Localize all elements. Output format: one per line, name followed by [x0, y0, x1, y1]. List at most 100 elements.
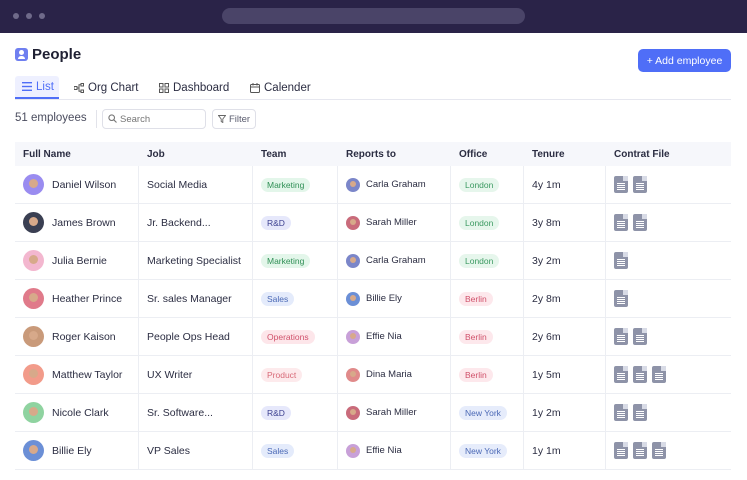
- document-icon[interactable]: [614, 328, 628, 345]
- tab-calender[interactable]: Calender: [243, 76, 318, 99]
- filter-label: Filter: [228, 113, 251, 125]
- name-cell: Daniel Wilson: [15, 166, 139, 203]
- office-badge: London: [459, 177, 500, 192]
- team-badge: R&D: [261, 215, 291, 230]
- avatar: [346, 405, 360, 420]
- tenure-value: 1y 1m: [532, 444, 561, 457]
- tenure-cell: 3y 8m: [524, 204, 606, 241]
- office-cell: London: [451, 166, 524, 203]
- column-header-job[interactable]: Job: [147, 148, 165, 160]
- table-row[interactable]: Roger Kaison People Ops Head Operations Eff…: [15, 318, 731, 356]
- table-row[interactable]: James Brown Jr. Backend... R&D Sarah Miller…: [15, 204, 731, 242]
- tab-list[interactable]: List: [15, 76, 59, 99]
- column-header-full-name[interactable]: Full Name: [23, 148, 71, 160]
- manager-name[interactable]: Effie Nia: [366, 331, 402, 342]
- employee-name[interactable]: Nicole Clark: [52, 406, 109, 419]
- tenure-cell: 1y 2m: [524, 394, 606, 431]
- table-row[interactable]: Nicole Clark Sr. Software... R&D Sarah Mill…: [15, 394, 731, 432]
- job-cell: Sr. Software...: [139, 394, 253, 431]
- reports-to-cell: Carla Graham: [338, 242, 451, 279]
- team-badge: Marketing: [261, 253, 311, 268]
- avatar: [346, 443, 360, 458]
- tenure-cell: 1y 1m: [524, 432, 606, 469]
- document-icon[interactable]: [633, 176, 647, 193]
- team-badge: Product: [261, 367, 303, 382]
- office-badge: New York: [459, 443, 507, 458]
- manager-name[interactable]: Effie Nia: [366, 445, 402, 456]
- office-badge: New York: [459, 405, 507, 420]
- name-cell: Heather Prince: [15, 280, 139, 317]
- table-row[interactable]: Julia Bernie Marketing Specialist Marketin…: [15, 242, 731, 280]
- reports-to-cell: Carla Graham: [338, 166, 451, 203]
- document-icon[interactable]: [614, 176, 628, 193]
- document-icon[interactable]: [633, 214, 647, 231]
- document-icon[interactable]: [652, 442, 666, 459]
- tenure-cell: 2y 8m: [524, 280, 606, 317]
- column-header-office[interactable]: Office: [459, 148, 488, 160]
- contract-file-cell: [606, 242, 731, 279]
- manager-name[interactable]: Dina Maria: [366, 369, 412, 380]
- employee-name[interactable]: Heather Prince: [52, 292, 123, 305]
- tenure-value: 3y 8m: [532, 216, 561, 229]
- manager-name[interactable]: Carla Graham: [366, 255, 426, 266]
- name-cell: Nicole Clark: [15, 394, 139, 431]
- document-icon[interactable]: [633, 366, 647, 383]
- employee-name[interactable]: Roger Kaison: [52, 330, 116, 343]
- contract-file-cell: [606, 394, 731, 431]
- address-bar[interactable]: [222, 8, 525, 24]
- contract-file-cell: [606, 318, 731, 355]
- office-badge: London: [459, 215, 500, 230]
- document-icon[interactable]: [614, 252, 628, 269]
- column-header-contract-file[interactable]: Contrat File: [614, 148, 670, 160]
- table-row[interactable]: Matthew Taylor UX Writer Product Dina Maria…: [15, 356, 731, 394]
- search-icon: [108, 110, 117, 128]
- employee-name[interactable]: James Brown: [52, 216, 116, 229]
- manager-name[interactable]: Billie Ely: [366, 293, 402, 304]
- team-badge: Operations: [261, 329, 315, 344]
- employee-name[interactable]: Billie Ely: [52, 444, 92, 457]
- contract-file-cell: [606, 280, 731, 317]
- employee-name[interactable]: Julia Bernie: [52, 254, 107, 267]
- document-icon[interactable]: [614, 290, 628, 307]
- job-cell: Social Media: [139, 166, 253, 203]
- manager-name[interactable]: Carla Graham: [366, 179, 426, 190]
- document-icon[interactable]: [614, 442, 628, 459]
- document-icon[interactable]: [633, 404, 647, 421]
- avatar: [23, 250, 44, 271]
- employee-name[interactable]: Matthew Taylor: [52, 368, 123, 381]
- window-dot-icon[interactable]: [39, 13, 45, 19]
- employee-name[interactable]: Daniel Wilson: [52, 178, 117, 191]
- table-row[interactable]: Heather Prince Sr. sales Manager Sales Bill…: [15, 280, 731, 318]
- team-badge: Marketing: [261, 177, 311, 192]
- name-cell: Matthew Taylor: [15, 356, 139, 393]
- table-row[interactable]: Billie Ely VP Sales Sales Effie Nia New York…: [15, 432, 731, 470]
- view-tabs: List Org Chart Dashboard Calender: [15, 76, 731, 100]
- job-cell: Marketing Specialist: [139, 242, 253, 279]
- document-icon[interactable]: [633, 442, 647, 459]
- document-icon[interactable]: [633, 328, 647, 345]
- filter-icon: [217, 115, 226, 123]
- avatar: [23, 174, 44, 195]
- column-header-team[interactable]: Team: [261, 148, 287, 160]
- search-input[interactable]: [120, 113, 200, 125]
- people-icon: [15, 48, 28, 61]
- document-icon[interactable]: [614, 366, 628, 383]
- search-box[interactable]: [102, 109, 206, 129]
- column-header-reports-to[interactable]: Reports to: [346, 148, 396, 160]
- office-cell: London: [451, 204, 524, 241]
- add-employee-button[interactable]: + Add employee: [638, 49, 731, 72]
- tab-org-chart[interactable]: Org Chart: [67, 76, 146, 99]
- tab-dashboard[interactable]: Dashboard: [152, 76, 236, 99]
- avatar: [23, 326, 44, 347]
- office-badge: Berlin: [459, 367, 493, 382]
- document-icon[interactable]: [614, 404, 628, 421]
- document-icon[interactable]: [614, 214, 628, 231]
- window-dot-icon[interactable]: [13, 13, 19, 19]
- manager-name[interactable]: Sarah Miller: [366, 407, 417, 418]
- column-header-tenure[interactable]: Tenure: [532, 148, 565, 160]
- document-icon[interactable]: [652, 366, 666, 383]
- manager-name[interactable]: Sarah Miller: [366, 217, 417, 228]
- table-row[interactable]: Daniel Wilson Social Media Marketing Carla …: [15, 166, 731, 204]
- filter-button[interactable]: Filter: [212, 109, 256, 129]
- window-dot-icon[interactable]: [26, 13, 32, 19]
